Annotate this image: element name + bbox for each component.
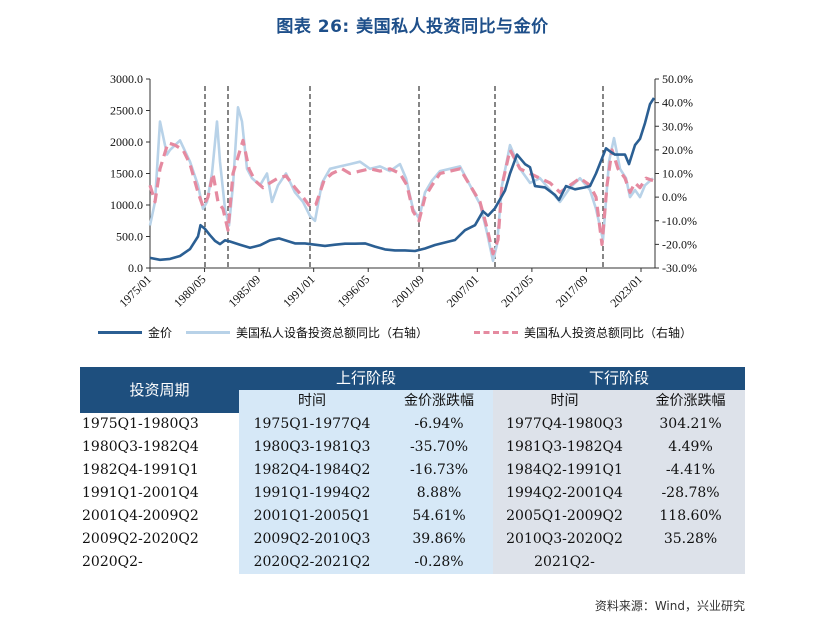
y-left-tick-label: 2500.0 [110, 104, 143, 118]
legend-label-total: 美国私人投资总额同比（右轴） [524, 326, 693, 340]
table-row: 1982Q4-1991Q1 1982Q4-1984Q2 -16.73% 1984… [80, 459, 746, 482]
cell-period: 2020Q2- [82, 554, 143, 570]
chart-legend: 金价 美国私人设备投资总额同比（右轴） 美国私人投资总额同比（右轴） [98, 324, 798, 346]
table-header-row: 投资周期 上行阶段 下行阶段 [80, 367, 746, 413]
cell-down-change: -4.41% [636, 459, 746, 482]
cell-period: 1975Q1-1980Q3 [82, 416, 199, 432]
legend-label-equip: 美国私人设备投资总额同比（右轴） [236, 326, 429, 340]
cell-down-change: 304.21% [636, 413, 746, 436]
header-down-phase: 下行阶段 [493, 367, 746, 390]
x-tick-label: 1991/01 [280, 272, 318, 310]
y-left-tick-label: 0.0 [128, 261, 143, 275]
line-chart: 0.0 500.0 1000.0 1500.0 2000.0 2500.0 3000.0 -3… [110, 72, 697, 310]
cell-down-time: 1994Q2-2001Q4 [493, 482, 637, 505]
cell-up-change: -35.70% [385, 436, 494, 459]
cell-up-change: 54.61% [385, 505, 494, 528]
x-tick-label: 1975/01 [116, 272, 154, 310]
cell-period: 2009Q2-2020Q2 [82, 531, 199, 547]
cell-up-time: 2009Q2-2010Q3 [239, 528, 385, 551]
table-subheader-row: 时间 金价涨跌幅 时间 金价涨跌幅 [80, 390, 746, 413]
y-right-tick-label: 40.0% [662, 96, 693, 110]
cell-down-time: 1977Q4-1980Q3 [493, 413, 637, 436]
cell-period: 1982Q4-1991Q1 [82, 462, 199, 478]
table-row: 2001Q4-2009Q2 2001Q1-2005Q1 54.61% 2005Q… [80, 505, 746, 528]
cell-period: 1980Q3-1982Q4 [82, 439, 199, 455]
cell-up-change: 39.86% [385, 528, 494, 551]
subheader-down-time: 时间 [493, 390, 637, 413]
cell-up-time: 1991Q1-1994Q2 [239, 482, 385, 505]
cell-down-change: 118.60% [636, 505, 746, 528]
cell-down-change: 35.28% [636, 528, 746, 551]
cell-down-time: 2005Q1-2009Q2 [493, 505, 637, 528]
y-left-tick-label: 3000.0 [110, 72, 143, 86]
legend-label-gold: 金价 [148, 326, 173, 340]
cell-down-change: -28.78% [636, 482, 746, 505]
table-row: 2009Q2-2020Q2 2009Q2-2010Q3 39.86% 2010Q… [80, 528, 746, 551]
y-left-tick-label: 1000.0 [110, 198, 143, 212]
chart-series [148, 97, 656, 263]
y-left-tick-label: 500.0 [116, 230, 143, 244]
cell-up-time: 1975Q1-1977Q4 [239, 413, 385, 436]
table-row: 1975Q1-1980Q3 1975Q1-1977Q4 -6.94% 1977Q… [80, 413, 746, 436]
source-note: 资料来源：Wind，兴业研究 [594, 599, 745, 613]
y-left-tick-label: 2000.0 [110, 135, 143, 149]
legend-item-total: 美国私人投资总额同比（右轴） [474, 324, 692, 341]
series-line-0 [149, 97, 656, 262]
cell-up-time: 1980Q3-1981Q3 [239, 436, 385, 459]
y-right-tick-label: -30.0% [662, 261, 697, 275]
legend-swatch-total [474, 331, 518, 334]
series-line-1 [148, 106, 654, 263]
header-period: 投资周期 [80, 367, 239, 413]
table-row: 2020Q2- 2020Q2-2021Q2 -0.28% 2021Q2- [80, 551, 746, 574]
x-tick-label: 2007/01 [444, 272, 482, 310]
y-right-tick-label: 50.0% [662, 72, 693, 86]
y-right-tick-label: 30.0% [662, 119, 693, 133]
x-tick-label: 2023/01 [607, 272, 645, 310]
table-row: 1980Q3-1982Q4 1980Q3-1981Q3 -35.70% 1981… [80, 436, 746, 459]
cycle-divider-lines [204, 86, 604, 268]
cell-period: 2001Q4-2009Q2 [82, 508, 199, 524]
x-tick-label: 2017/09 [553, 272, 591, 310]
cell-down-time: 1981Q3-1982Q4 [493, 436, 637, 459]
cell-down-time: 2021Q2- [493, 551, 637, 574]
legend-swatch-gold [98, 331, 142, 334]
subheader-up-time: 时间 [239, 390, 385, 413]
y-right-tick-label: 0.0% [662, 190, 687, 204]
cell-up-change: 8.88% [385, 482, 494, 505]
investment-cycle-table: 投资周期 上行阶段 下行阶段 时间 金价涨跌幅 时间 金价涨跌幅 1975Q1-… [80, 367, 746, 574]
x-tick-label: 2001/09 [389, 272, 427, 310]
legend-swatch-equip [186, 331, 230, 334]
legend-item-equip: 美国私人设备投资总额同比（右轴） [186, 324, 428, 341]
x-tick-label: 1985/09 [226, 272, 264, 310]
cell-up-time: 2001Q1-2005Q1 [239, 505, 385, 528]
subheader-down-change: 金价涨跌幅 [636, 390, 746, 413]
y-right-tick-label: 10.0% [662, 167, 693, 181]
cell-down-change: 4.49% [636, 436, 746, 459]
cell-up-time: 1982Q4-1984Q2 [239, 459, 385, 482]
x-tick-label: 1980/05 [171, 272, 209, 310]
cell-up-change: -0.28% [385, 551, 494, 574]
y-left-tick-label: 1500.0 [110, 167, 143, 181]
table-row: 1991Q1-2001Q4 1991Q1-1994Q2 8.88% 1994Q2… [80, 482, 746, 505]
y-right-tick-label: 20.0% [662, 143, 693, 157]
series-line-2 [148, 138, 654, 256]
x-tick-label: 2012/05 [498, 272, 536, 310]
subheader-up-change: 金价涨跌幅 [385, 390, 494, 413]
x-tick-label: 1996/05 [335, 272, 373, 310]
cell-down-change [636, 551, 746, 574]
legend-item-gold: 金价 [98, 324, 172, 341]
header-up-phase: 上行阶段 [239, 367, 494, 390]
chart-title: 图表 26: 美国私人投资同比与金价 [276, 17, 549, 37]
cell-up-change: -16.73% [385, 459, 494, 482]
cell-up-time: 2020Q2-2021Q2 [239, 551, 385, 574]
cell-period: 1991Q1-2001Q4 [82, 485, 199, 501]
cell-down-time: 2010Q3-2020Q2 [493, 528, 637, 551]
y-right-tick-label: -20.0% [662, 237, 697, 251]
cell-up-change: -6.94% [385, 413, 494, 436]
cell-down-time: 1984Q2-1991Q1 [493, 459, 637, 482]
y-right-tick-label: -10.0% [662, 214, 697, 228]
